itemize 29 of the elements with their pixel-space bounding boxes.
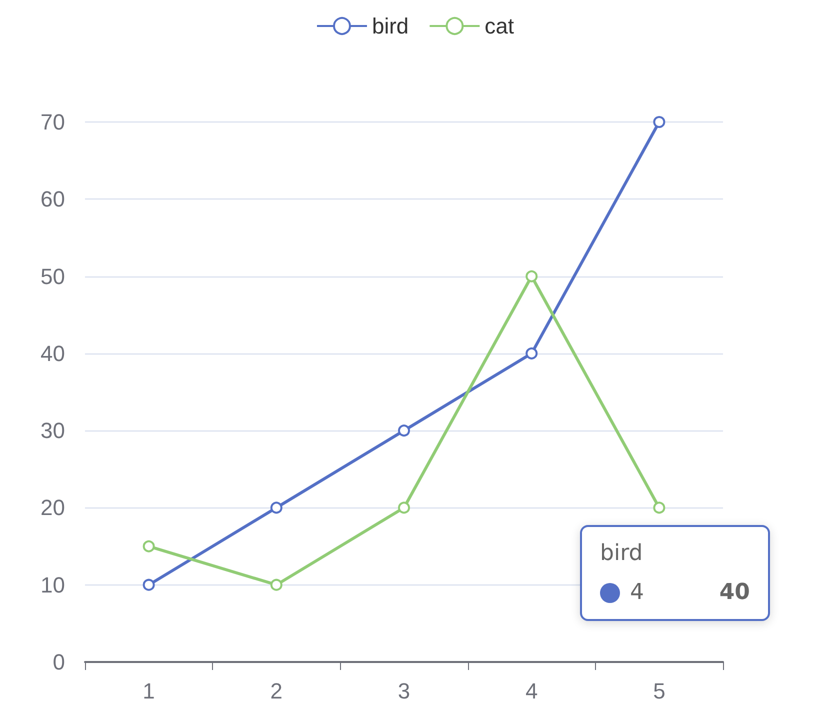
- x-tick-label: 3: [398, 678, 410, 704]
- x-tick-label: 1: [142, 678, 155, 704]
- y-tick-label: 60: [40, 186, 65, 212]
- point: [270, 502, 282, 514]
- y-tick-label: 30: [40, 418, 65, 444]
- point: [398, 502, 410, 514]
- y-tick-label: 50: [40, 264, 65, 289]
- x-tick-label: 5: [653, 678, 666, 704]
- point: [526, 270, 538, 282]
- annotation: 40: [719, 580, 750, 605]
- point: [653, 116, 666, 128]
- tooltip-card: bird 4 40: [580, 525, 770, 621]
- legend-label: bird: [372, 14, 409, 38]
- legend-label: cat: [484, 14, 514, 38]
- point: [526, 347, 538, 360]
- annotation: 4: [630, 580, 644, 605]
- point: [270, 578, 282, 591]
- y-tick-label: 20: [40, 495, 65, 520]
- annotation: bird: [600, 541, 644, 566]
- y-tick-label: 70: [40, 110, 65, 134]
- point: [142, 540, 155, 552]
- y-tick-label: 10: [40, 572, 65, 598]
- x-tick-label: 2: [270, 678, 283, 704]
- point: [142, 578, 155, 591]
- point: [653, 502, 666, 514]
- y-tick-label: 40: [40, 340, 65, 366]
- y-tick-label: 0: [52, 650, 65, 674]
- point: [398, 424, 410, 437]
- x-tick-label: 4: [525, 678, 538, 704]
